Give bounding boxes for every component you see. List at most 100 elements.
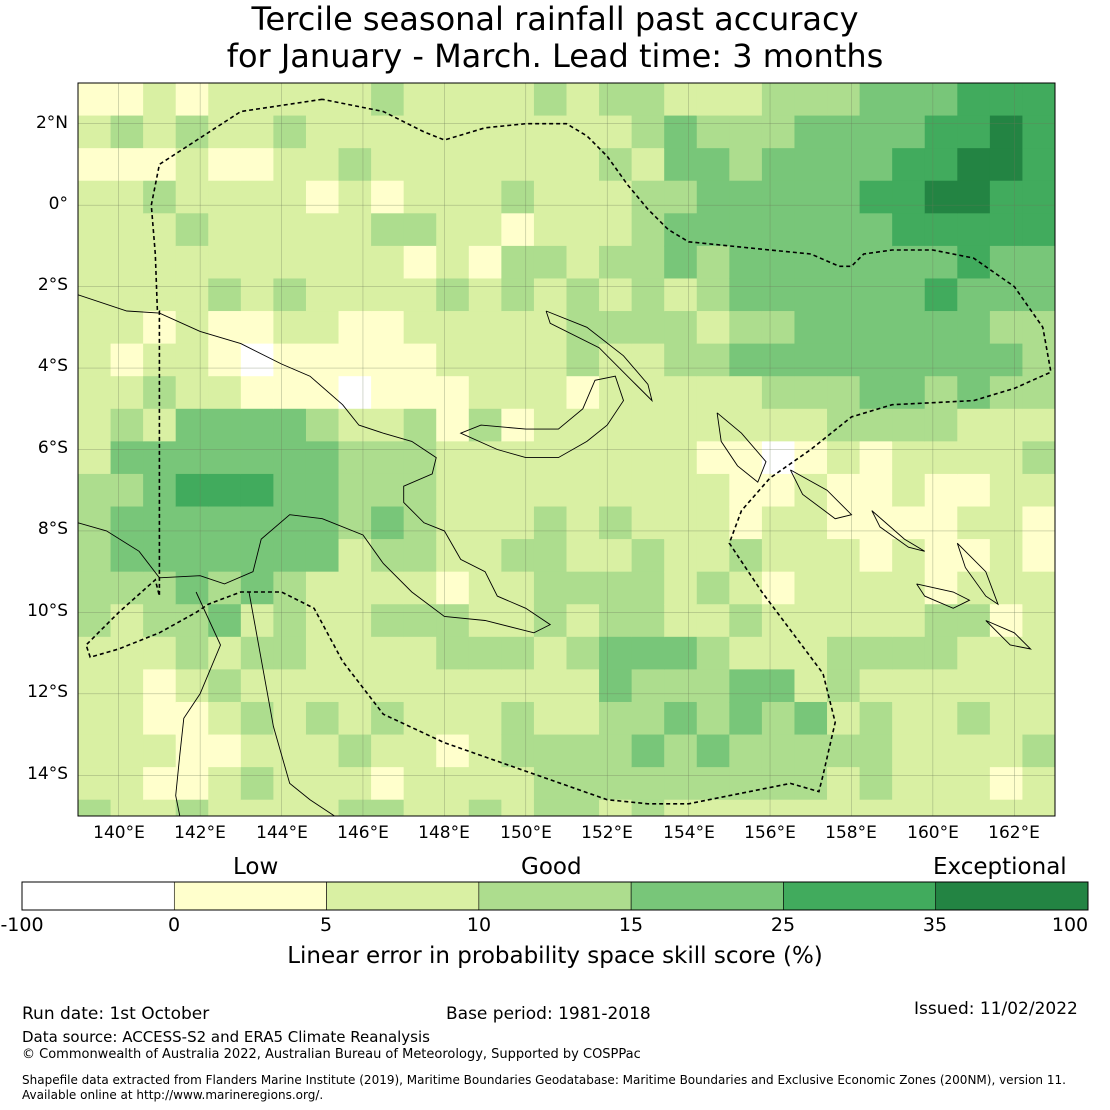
grid-cell-524 [794,669,828,703]
grid-cell-247 [403,636,437,670]
grid-cell-324 [533,148,568,182]
grid-cell-562 [859,408,893,442]
grid-cell-152 [273,539,307,573]
grid-cell-2 [78,148,112,182]
eez-boundary [85,98,1052,805]
grid-cell-124 [240,376,274,410]
grid-cell-624 [957,180,991,214]
grid-cell-407 [631,604,665,638]
lat-label-4s: 4°S [37,356,68,376]
grid-cell-487 [761,213,796,247]
grid-cell-449 [696,473,730,508]
grid-cell-342 [533,734,568,768]
grid-cell-481 [729,767,763,801]
colorbar-frame [21,881,1089,911]
grid-cell-537 [827,343,861,377]
grid-cell-468 [729,343,763,377]
colorbar-tick-10: 10 [466,914,492,936]
grid-cell-184 [338,83,372,117]
grid-cell-670 [1022,180,1055,214]
grid-cell-423 [664,376,698,410]
grid-cell-131 [240,604,274,638]
grid-cell-412 [631,767,665,801]
grid-cell-168 [305,311,340,345]
grid-cell-421 [664,311,698,345]
grid-cell-579 [892,213,926,247]
grid-cell-301 [501,148,535,182]
grid-cell-641 [957,734,991,768]
grid-cell-677 [1022,408,1055,442]
grid-cell-459 [696,799,730,816]
grid-cell-334 [533,473,568,508]
grid-cell-408 [631,636,665,670]
grid-cell-365 [566,734,600,768]
grid-cell-621 [957,83,991,117]
grid-cell-206 [338,799,372,816]
grid-cell-575 [892,83,926,117]
grid-cell-146 [273,343,307,377]
grid-cell-401 [631,408,665,442]
grid-cell-72 [175,180,209,214]
grid-cell-450 [696,506,730,540]
grid-cell-546 [827,636,861,670]
grid-cell-241 [403,441,437,475]
lon-label-148e: 148°E [418,823,470,843]
grid-cell-10 [78,408,112,442]
grid-cell-47 [143,115,177,149]
grid-cell-371 [599,180,633,214]
grid-cell-657 [989,506,1024,540]
grid-cell-642 [957,767,991,801]
grid-cell-193 [338,376,372,410]
grid-cell-299 [501,83,535,117]
grid-cell-629 [957,343,991,377]
grid-cell-328 [533,278,568,312]
grid-cell-230 [403,83,437,117]
coastline-5 [871,510,925,552]
grid-cell-216 [371,376,405,410]
grid-cell-367 [566,799,600,816]
grid-cell-684 [1022,636,1055,670]
grid-cell-395 [631,213,665,247]
grid-cell-293 [468,636,502,670]
grid-cell-254 [436,115,470,149]
grid-cell-442 [696,245,730,280]
grid-cell-75 [175,278,209,312]
grid-cell-137 [240,799,274,816]
grid-cell-283 [468,311,502,345]
grid-cell-252 [403,799,437,816]
grid-cell-325 [533,180,568,214]
grid-cell-227 [371,734,405,768]
grid-cell-544 [827,571,861,605]
grid-cell-113 [208,767,242,801]
grid-cell-491 [761,343,796,377]
grid-cell-245 [403,571,437,605]
grid-cell-499 [761,604,796,638]
base-period: Base period: 1981-2018 [446,1004,651,1024]
grid-cell-377 [599,376,633,410]
grid-cell-290 [468,539,502,573]
grid-cell-330 [533,343,568,377]
grid-cell-479 [729,701,763,736]
grid-cell-278 [468,148,502,182]
grid-cell-462 [729,148,763,182]
grid-cell-631 [957,408,991,442]
grid-cell-243 [403,506,437,540]
grid-cell-140 [273,148,307,182]
coastline-4 [789,469,853,520]
grid-cell-626 [957,245,991,280]
grid-cell-522 [794,604,828,638]
grid-cell-578 [892,180,926,214]
grid-cell-409 [631,669,665,703]
grid-cell-547 [827,669,861,703]
grid-cell-93 [208,115,242,149]
grid-cell-223 [371,604,405,638]
grid-cell-21 [78,767,112,801]
grid-cell-61 [143,571,177,605]
grid-cell-349 [566,213,600,247]
grid-cell-577 [892,148,926,182]
grid-cell-82 [175,506,209,540]
grid-cell-480 [729,734,763,768]
grid-cell-317 [501,669,535,703]
grid-cell-97 [208,245,242,280]
grid-cell-613 [924,571,958,605]
